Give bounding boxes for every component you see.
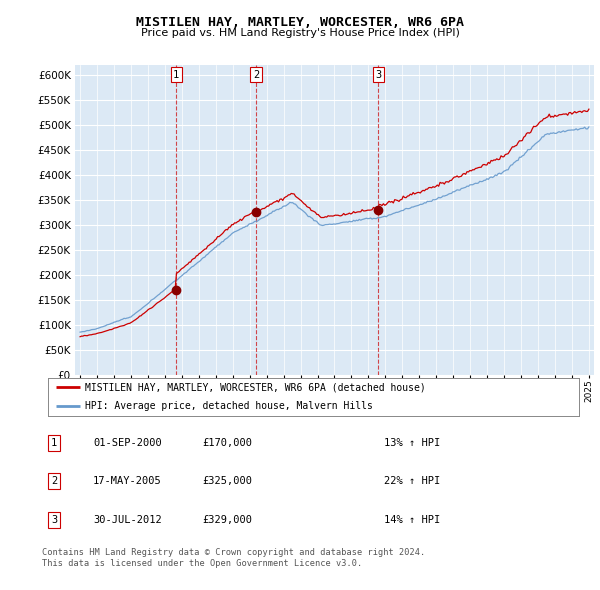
Text: £325,000: £325,000 [202, 476, 252, 486]
Text: 3: 3 [51, 514, 57, 525]
Text: HPI: Average price, detached house, Malvern Hills: HPI: Average price, detached house, Malv… [85, 401, 373, 411]
Text: 1: 1 [173, 70, 179, 80]
Text: 14% ↑ HPI: 14% ↑ HPI [384, 514, 440, 525]
Text: 17-MAY-2005: 17-MAY-2005 [93, 476, 162, 486]
Text: £329,000: £329,000 [202, 514, 252, 525]
Text: 01-SEP-2000: 01-SEP-2000 [93, 438, 162, 448]
Text: 13% ↑ HPI: 13% ↑ HPI [384, 438, 440, 448]
Text: MISTILEN HAY, MARTLEY, WORCESTER, WR6 6PA (detached house): MISTILEN HAY, MARTLEY, WORCESTER, WR6 6P… [85, 382, 426, 392]
Text: £170,000: £170,000 [202, 438, 252, 448]
Text: MISTILEN HAY, MARTLEY, WORCESTER, WR6 6PA: MISTILEN HAY, MARTLEY, WORCESTER, WR6 6P… [136, 16, 464, 29]
Text: 2: 2 [51, 476, 57, 486]
Text: Price paid vs. HM Land Registry's House Price Index (HPI): Price paid vs. HM Land Registry's House … [140, 28, 460, 38]
Text: Contains HM Land Registry data © Crown copyright and database right 2024.
This d: Contains HM Land Registry data © Crown c… [42, 549, 425, 568]
Text: 22% ↑ HPI: 22% ↑ HPI [384, 476, 440, 486]
Text: 2: 2 [253, 70, 259, 80]
Text: 30-JUL-2012: 30-JUL-2012 [93, 514, 162, 525]
Text: 3: 3 [375, 70, 382, 80]
Text: 1: 1 [51, 438, 57, 448]
